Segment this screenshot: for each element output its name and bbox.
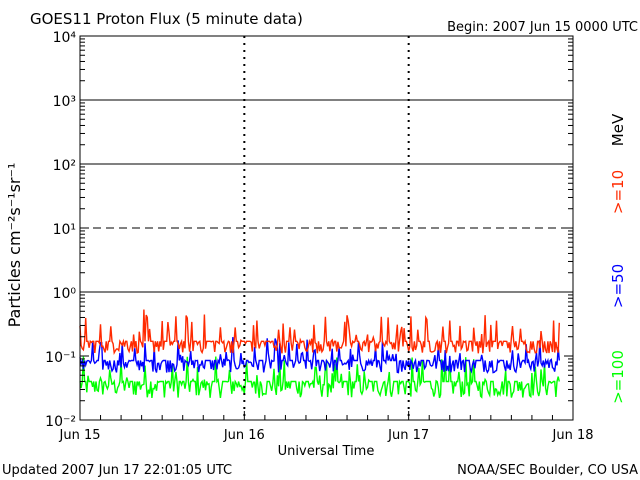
x-axis-label: Universal Time — [278, 444, 375, 459]
begin-label: Begin: 2007 Jun 15 0000 UTC — [447, 20, 638, 35]
y-tick-label: 10² — [53, 158, 76, 174]
x-tick-label: Jun 17 — [387, 428, 429, 443]
legend-series-10: >=10 — [609, 170, 627, 214]
legend-series-50: >=50 — [609, 264, 627, 308]
x-axis: Jun 15 Jun 16 Jun 17 Jun 18 — [59, 411, 594, 443]
x-tick-label: Jun 18 — [552, 428, 594, 443]
y-tick-label: 10¹ — [53, 222, 76, 238]
series-line — [79, 337, 560, 374]
legend-series-100: >=100 — [609, 350, 627, 404]
x-tick-label: Jun 15 — [59, 428, 101, 443]
source-credit: NOAA/SEC Boulder, CO USA — [457, 463, 638, 478]
y-axis-label: Particles cm⁻²s⁻¹sr⁻¹ — [5, 163, 24, 328]
grid-layer — [80, 36, 573, 420]
y-tick-label: 10⁻² — [45, 414, 76, 430]
y-axis: 10⁻² 10⁻¹ 10⁰ 10¹ 10² 10³ 10⁴ — [45, 30, 573, 430]
series-line — [79, 309, 560, 356]
series-line — [79, 356, 560, 399]
y-tick-label: 10⁴ — [53, 30, 77, 46]
series-layer — [79, 309, 560, 399]
x-tick-label: Jun 16 — [223, 428, 265, 443]
y-tick-label: 10³ — [53, 94, 76, 110]
y-tick-label: 10⁰ — [53, 286, 77, 302]
y-tick-label: 10⁻¹ — [45, 350, 76, 366]
legend-units: MeV — [609, 113, 627, 146]
updated-timestamp: Updated 2007 Jun 17 22:01:05 UTC — [2, 463, 232, 478]
chart-title: GOES11 Proton Flux (5 minute data) — [30, 10, 303, 28]
